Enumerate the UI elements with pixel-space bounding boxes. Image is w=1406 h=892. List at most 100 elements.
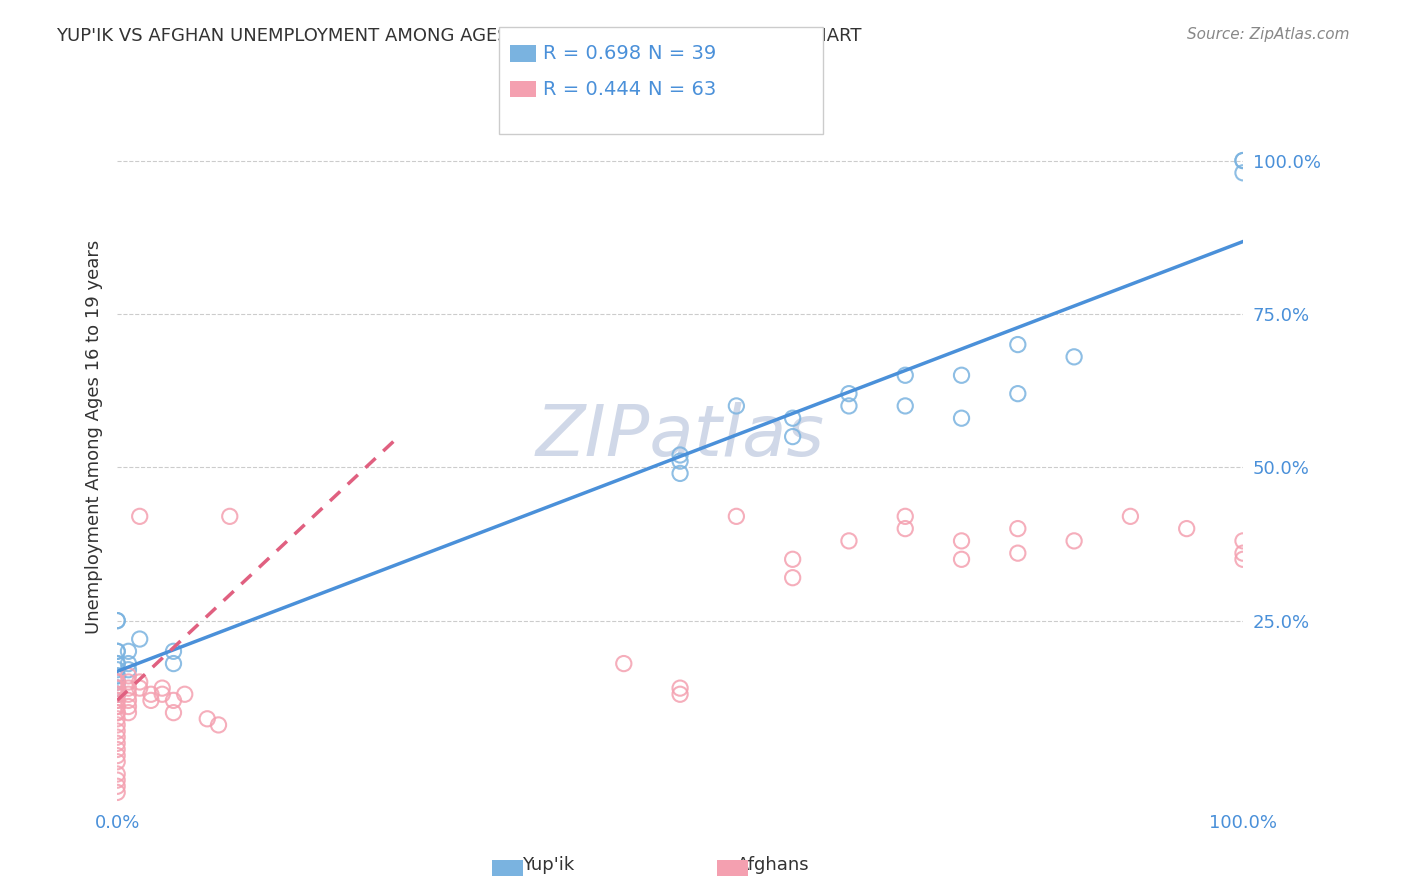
Yup'ik [105, 663, 128, 677]
Yup'ik [105, 669, 128, 683]
Afghans [105, 693, 128, 707]
Yup'ik [105, 614, 128, 628]
Afghans [139, 693, 162, 707]
Afghans [105, 742, 128, 756]
Afghans [782, 552, 804, 566]
Yup'ik [105, 614, 128, 628]
Yup'ik [1007, 386, 1029, 401]
Afghans [105, 767, 128, 781]
Afghans [950, 552, 973, 566]
Yup'ik [669, 454, 692, 468]
Yup'ik [117, 657, 139, 671]
Yup'ik [838, 386, 860, 401]
Yup'ik [105, 644, 128, 658]
Afghans [105, 699, 128, 714]
Afghans [105, 681, 128, 695]
Afghans [105, 706, 128, 720]
Afghans [207, 718, 229, 732]
Yup'ik [725, 399, 748, 413]
Afghans [613, 657, 636, 671]
Y-axis label: Unemployment Among Ages 16 to 19 years: Unemployment Among Ages 16 to 19 years [86, 239, 103, 633]
Text: R = 0.444: R = 0.444 [543, 79, 641, 99]
Yup'ik [950, 368, 973, 383]
Afghans [669, 687, 692, 701]
Afghans [105, 773, 128, 788]
Afghans [725, 509, 748, 524]
Afghans [105, 675, 128, 690]
Yup'ik [105, 687, 128, 701]
Yup'ik [128, 632, 150, 646]
Afghans [117, 681, 139, 695]
Afghans [1063, 533, 1085, 548]
Yup'ik [117, 644, 139, 658]
Yup'ik [669, 467, 692, 481]
Yup'ik [1063, 350, 1085, 364]
Afghans [117, 687, 139, 701]
Yup'ik [782, 429, 804, 443]
Afghans [150, 681, 173, 695]
Yup'ik [105, 681, 128, 695]
Afghans [150, 687, 173, 701]
Afghans [950, 533, 973, 548]
Afghans [838, 533, 860, 548]
Text: Yup'ik: Yup'ik [522, 856, 575, 874]
Afghans [162, 693, 184, 707]
Afghans [105, 693, 128, 707]
Afghans [218, 509, 240, 524]
Afghans [1007, 546, 1029, 560]
Afghans [669, 681, 692, 695]
Yup'ik [894, 368, 917, 383]
Afghans [782, 571, 804, 585]
Afghans [105, 699, 128, 714]
Afghans [117, 675, 139, 690]
Yup'ik [1232, 153, 1254, 168]
Text: Afghans: Afghans [737, 856, 810, 874]
Yup'ik [117, 663, 139, 677]
Yup'ik [1232, 166, 1254, 180]
Yup'ik [782, 411, 804, 425]
Afghans [162, 706, 184, 720]
Afghans [894, 522, 917, 536]
Afghans [1119, 509, 1142, 524]
Text: N = 63: N = 63 [648, 79, 717, 99]
Afghans [128, 681, 150, 695]
Yup'ik [105, 669, 128, 683]
Afghans [1232, 533, 1254, 548]
Afghans [105, 755, 128, 769]
Afghans [105, 718, 128, 732]
Afghans [105, 779, 128, 793]
Yup'ik [105, 687, 128, 701]
Yup'ik [105, 644, 128, 658]
Afghans [1232, 546, 1254, 560]
Yup'ik [669, 448, 692, 462]
Afghans [195, 712, 218, 726]
Yup'ik [162, 657, 184, 671]
Afghans [105, 730, 128, 744]
Afghans [128, 509, 150, 524]
Text: Source: ZipAtlas.com: Source: ZipAtlas.com [1187, 27, 1350, 42]
Afghans [1007, 522, 1029, 536]
Text: YUP'IK VS AFGHAN UNEMPLOYMENT AMONG AGES 16 TO 19 YEARS CORRELATION CHART: YUP'IK VS AFGHAN UNEMPLOYMENT AMONG AGES… [56, 27, 862, 45]
Text: R = 0.698: R = 0.698 [543, 44, 641, 63]
Yup'ik [105, 675, 128, 690]
Afghans [105, 681, 128, 695]
Text: N = 39: N = 39 [648, 44, 717, 63]
Yup'ik [838, 399, 860, 413]
Afghans [105, 687, 128, 701]
Afghans [117, 699, 139, 714]
Text: ZIPatlas: ZIPatlas [536, 402, 824, 471]
Afghans [105, 712, 128, 726]
Afghans [105, 687, 128, 701]
Afghans [894, 509, 917, 524]
Yup'ik [105, 681, 128, 695]
Afghans [105, 675, 128, 690]
Afghans [1232, 552, 1254, 566]
Yup'ik [162, 644, 184, 658]
Afghans [117, 706, 139, 720]
Afghans [105, 736, 128, 750]
Afghans [105, 785, 128, 799]
Yup'ik [1007, 337, 1029, 351]
Afghans [173, 687, 195, 701]
Afghans [117, 693, 139, 707]
Yup'ik [105, 675, 128, 690]
